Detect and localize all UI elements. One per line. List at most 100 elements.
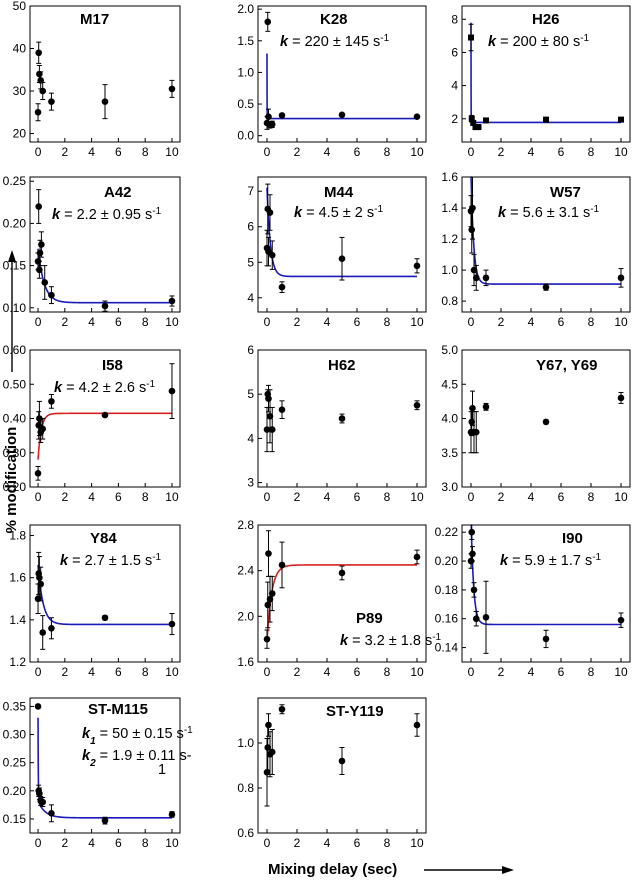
panel-label: M17 <box>80 11 109 28</box>
y-tick-label: 0.20 <box>3 216 27 230</box>
x-axis-title-group: Mixing delay (sec) <box>268 861 514 878</box>
data-point <box>542 283 550 291</box>
data-point <box>37 566 45 602</box>
plot-frame <box>257 524 427 663</box>
point-marker <box>35 49 43 57</box>
x-tick-label: 2 <box>294 145 301 159</box>
x-tick-label: 6 <box>354 490 361 504</box>
data-point <box>338 565 346 581</box>
panel-m17: 20 30 40 50 0 2 4 6 8 10 M17 <box>13 0 181 159</box>
point-marker <box>265 113 272 120</box>
data-point <box>263 406 271 453</box>
rate-constant-label: k = 200 ± 80 s-1 <box>488 33 590 51</box>
point-marker <box>35 203 43 210</box>
y-tick-label: 1.0 <box>441 263 458 277</box>
x-tick-label: 2 <box>294 490 301 504</box>
x-tick-label: 6 <box>354 836 361 850</box>
panel-st-m115: 0.15 0.20 0.25 0.30 0.35 0 2 4 6 8 10 ST-M115 k1 = 5… <box>3 697 193 850</box>
point-marker <box>101 98 109 105</box>
data-point <box>34 703 42 710</box>
point-marker <box>36 574 43 581</box>
data-point <box>48 394 55 409</box>
point-marker <box>101 614 109 622</box>
x-tick-label: 4 <box>324 315 331 329</box>
y-tick-label: 2.8 <box>237 518 254 532</box>
y-axis-title-group: % modification <box>3 250 20 533</box>
point-marker <box>39 425 47 433</box>
data-point <box>39 797 47 808</box>
data-point <box>469 546 476 562</box>
point-marker <box>338 415 346 422</box>
point-marker <box>36 266 43 274</box>
data-point <box>101 816 109 825</box>
x-tick-label: 8 <box>142 836 149 850</box>
y-tick-label: 1.6 <box>9 571 26 585</box>
point-marker <box>278 561 286 569</box>
fit-curve <box>37 412 172 460</box>
point-marker <box>472 428 480 436</box>
x-tick-label: 10 <box>410 490 424 504</box>
x-tick-label: 6 <box>115 836 122 850</box>
fit-curve <box>266 53 417 120</box>
point-marker <box>34 703 42 710</box>
x-tick-label: 10 <box>614 145 628 159</box>
data-point <box>264 11 272 32</box>
panel-label: P89 <box>356 610 383 627</box>
point-marker <box>413 721 421 729</box>
x-tick-label: 2 <box>61 836 68 850</box>
data-point <box>617 612 625 628</box>
rate-constant-label: k2 = 1.9 ± 0.11 s- <box>82 748 192 769</box>
point-marker <box>168 387 176 395</box>
data-point <box>338 747 346 775</box>
y-tick-label: 3.0 <box>441 480 458 494</box>
data-point <box>413 113 421 120</box>
data-point <box>101 300 109 312</box>
data-point <box>468 524 476 540</box>
point-marker <box>36 790 43 797</box>
point-marker <box>542 283 550 291</box>
point-marker <box>168 811 176 818</box>
y-tick-label: 30 <box>13 84 27 98</box>
y-tick-label: 0.20 <box>3 480 27 494</box>
data-point <box>470 254 478 287</box>
point-marker <box>475 124 482 131</box>
y-tick-label: 0.40 <box>3 412 27 426</box>
x-tick-label: 0 <box>264 145 271 159</box>
plot-frame <box>461 176 631 313</box>
x-tick-label: 0 <box>35 490 42 504</box>
panel-y67: 3.0 3.5 4.0 4.5 5.0 0 2 4 6 8 10 Y67, Y69 <box>441 343 631 504</box>
point-marker <box>265 395 272 402</box>
point-marker <box>617 394 625 402</box>
point-marker <box>168 620 176 628</box>
point-marker <box>263 768 271 776</box>
point-marker <box>278 283 286 291</box>
y-tick-label: 0.8 <box>441 294 458 308</box>
y-tick-label: 0.8 <box>237 781 254 795</box>
x-tick-label: 2 <box>294 665 301 679</box>
plot-frame <box>257 5 427 143</box>
panel-label: ST-Y119 <box>326 703 384 720</box>
x-tick-label: 4 <box>528 315 535 329</box>
point-marker <box>482 403 490 411</box>
plot-frame <box>257 697 427 834</box>
data-point <box>472 264 480 291</box>
data-point <box>278 704 286 715</box>
y-tick-label: 0.16 <box>435 612 459 626</box>
point-marker <box>542 418 550 426</box>
point-marker <box>482 274 490 282</box>
y-tick-label: 3 <box>247 476 254 490</box>
point-marker <box>472 274 480 282</box>
point-marker <box>268 426 276 433</box>
x-tick-label: 0 <box>468 315 475 329</box>
x-tick-label: 6 <box>558 665 565 679</box>
data-point <box>469 390 476 426</box>
x-tick-label: 0 <box>468 145 475 159</box>
y-tick-label: 5 <box>247 255 254 269</box>
point-marker <box>41 279 49 286</box>
data-point <box>278 281 286 293</box>
data-point <box>101 84 109 120</box>
x-tick-label: 4 <box>528 490 535 504</box>
y-tick-label: 2.0 <box>237 2 254 16</box>
point-marker <box>268 748 276 756</box>
